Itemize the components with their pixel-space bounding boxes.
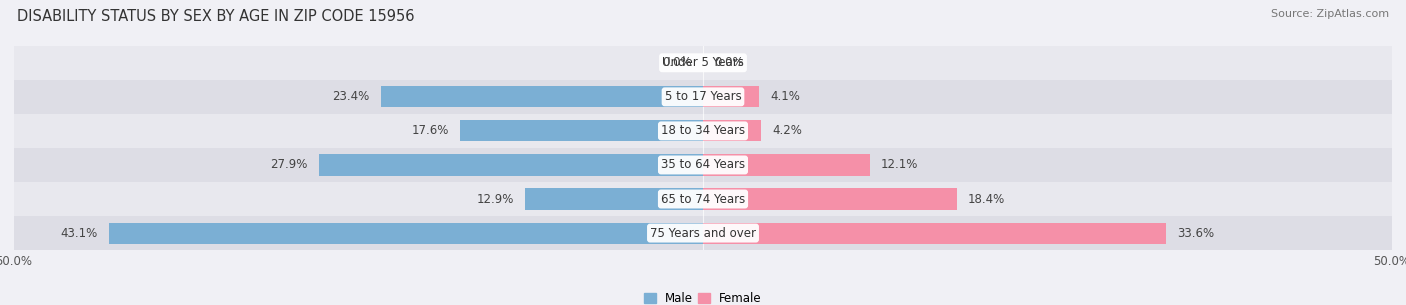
Bar <box>14 114 1392 148</box>
Text: 23.4%: 23.4% <box>332 90 370 103</box>
Text: 18.4%: 18.4% <box>967 192 1005 206</box>
Text: 4.2%: 4.2% <box>772 124 801 137</box>
Bar <box>703 188 956 210</box>
Bar <box>14 80 1392 114</box>
Text: Under 5 Years: Under 5 Years <box>662 56 744 69</box>
Bar <box>319 154 703 175</box>
Text: 35 to 64 Years: 35 to 64 Years <box>661 159 745 171</box>
Bar <box>110 223 703 244</box>
Text: DISABILITY STATUS BY SEX BY AGE IN ZIP CODE 15956: DISABILITY STATUS BY SEX BY AGE IN ZIP C… <box>17 9 415 24</box>
Bar <box>703 223 1166 244</box>
Text: 4.1%: 4.1% <box>770 90 800 103</box>
Text: 27.9%: 27.9% <box>270 159 308 171</box>
Text: 75 Years and over: 75 Years and over <box>650 227 756 239</box>
Bar <box>381 86 703 107</box>
Legend: Male, Female: Male, Female <box>640 287 766 305</box>
Text: 12.1%: 12.1% <box>880 159 918 171</box>
Text: 0.0%: 0.0% <box>662 56 692 69</box>
Bar <box>14 148 1392 182</box>
Bar <box>703 120 761 142</box>
Bar <box>14 216 1392 250</box>
Text: 12.9%: 12.9% <box>477 192 515 206</box>
Text: 17.6%: 17.6% <box>412 124 450 137</box>
Text: 18 to 34 Years: 18 to 34 Years <box>661 124 745 137</box>
Text: 33.6%: 33.6% <box>1177 227 1215 239</box>
Text: Source: ZipAtlas.com: Source: ZipAtlas.com <box>1271 9 1389 19</box>
Bar <box>461 120 703 142</box>
Bar <box>703 154 870 175</box>
Bar <box>703 86 759 107</box>
Text: 65 to 74 Years: 65 to 74 Years <box>661 192 745 206</box>
Bar <box>526 188 703 210</box>
Text: 43.1%: 43.1% <box>60 227 98 239</box>
Text: 0.0%: 0.0% <box>714 56 744 69</box>
Bar <box>14 182 1392 216</box>
Text: 5 to 17 Years: 5 to 17 Years <box>665 90 741 103</box>
Bar <box>14 46 1392 80</box>
